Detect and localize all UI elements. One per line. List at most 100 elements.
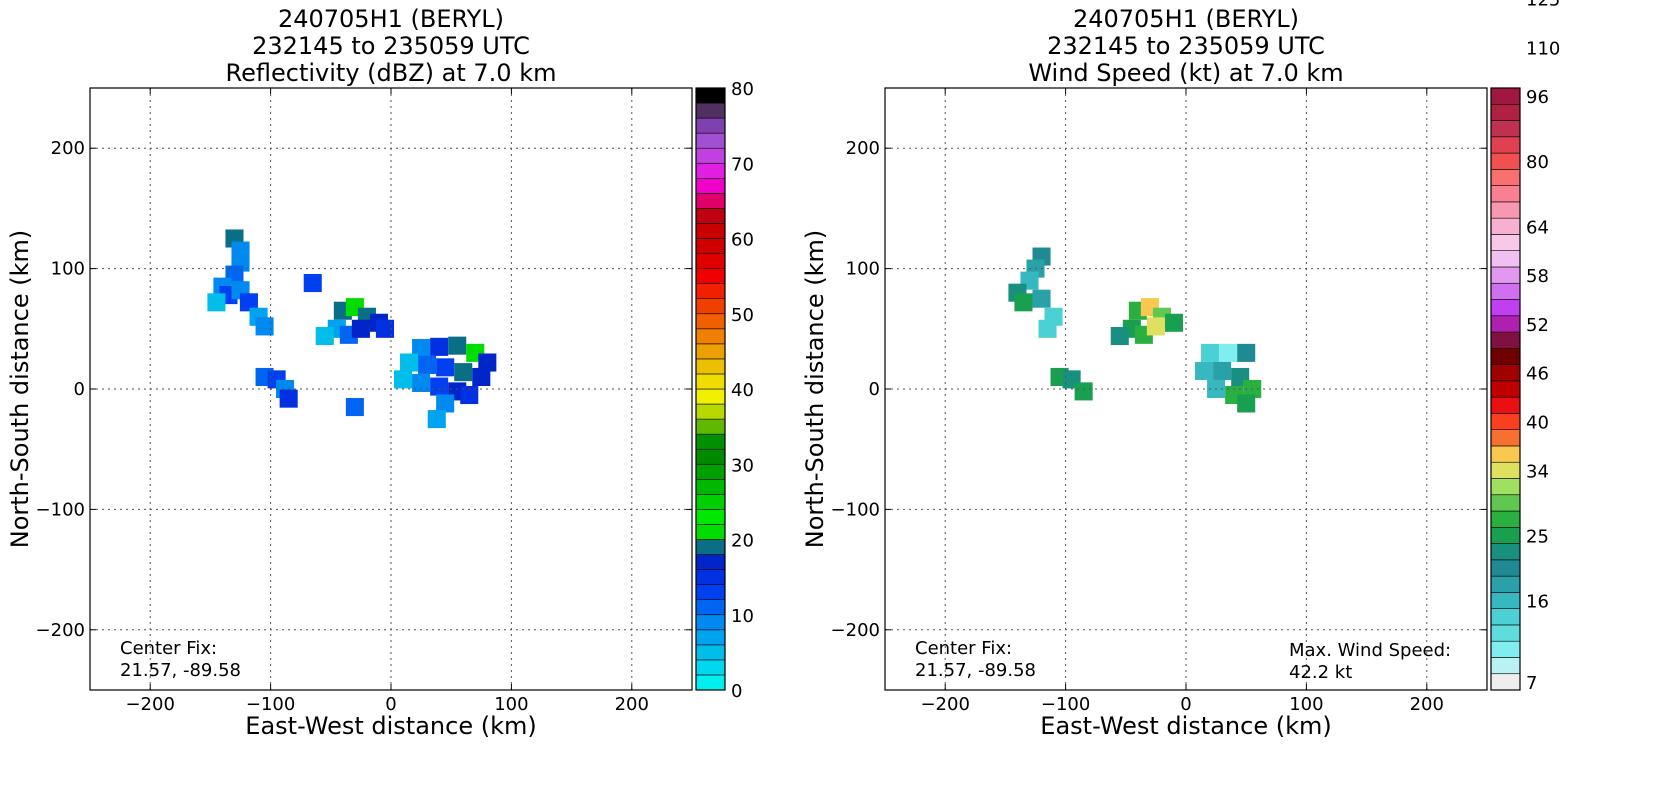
data-cell xyxy=(478,353,497,372)
data-cell xyxy=(375,319,395,338)
colorbar-segment xyxy=(695,433,726,450)
colorbar-segment xyxy=(695,313,726,330)
colorbar-tick-label: 30 xyxy=(731,455,754,476)
y-tick-label: 200 xyxy=(846,138,880,159)
data-cell xyxy=(1014,293,1033,312)
y-tick-label: −100 xyxy=(831,499,880,520)
colorbar-tick-label: 50 xyxy=(731,305,754,326)
colorbar-segment xyxy=(695,283,726,299)
data-cell xyxy=(1237,394,1256,413)
colorbar-segment xyxy=(695,539,726,555)
colorbar-segment xyxy=(695,328,726,345)
colorbar-segment xyxy=(695,193,726,209)
colorbar-tick-label: 25 xyxy=(1526,526,1549,547)
colorbar-segment xyxy=(1490,234,1521,252)
colorbar-tick-label: 80 xyxy=(731,79,754,100)
x-tick-label: −100 xyxy=(246,694,295,715)
data-cell xyxy=(436,358,455,377)
colorbar-segment xyxy=(695,388,726,405)
colorbar-segment xyxy=(695,132,726,149)
colorbar-tick-label: 58 xyxy=(1526,266,1549,287)
colorbar-segment xyxy=(695,599,726,616)
data-cell xyxy=(1219,343,1238,362)
data-cell xyxy=(1201,343,1220,362)
colorbar-segment xyxy=(1490,396,1521,414)
colorbar-segment xyxy=(1490,510,1521,528)
colorbar-segment xyxy=(1490,169,1521,186)
data-cell xyxy=(460,385,479,405)
colorbar-segment xyxy=(1490,348,1521,365)
data-cell xyxy=(207,293,226,312)
colorbar-segment xyxy=(1490,624,1521,642)
colorbar-segment xyxy=(1490,136,1521,154)
data-cell xyxy=(1038,319,1057,338)
data-cell xyxy=(1110,326,1129,346)
colorbar-segment xyxy=(1490,478,1521,496)
colorbar-segment xyxy=(695,223,726,239)
colorbar-segment xyxy=(695,238,726,254)
colorbar-tick-label: 80 xyxy=(1526,152,1549,173)
colorbar-tick-label: 0 xyxy=(731,681,742,702)
colorbar-segment xyxy=(1490,592,1521,609)
colorbar-segment xyxy=(695,418,726,435)
colorbar-tick-label: 10 xyxy=(731,606,754,627)
colorbar-segment xyxy=(1490,526,1521,544)
colorbar-segment xyxy=(695,253,726,269)
data-cell xyxy=(400,353,419,372)
colorbar-segment xyxy=(695,178,726,194)
data-cell xyxy=(412,373,431,393)
data-cell xyxy=(1195,361,1214,380)
y-axis-label: North-South distance (km) xyxy=(6,230,34,549)
reflectivity-panel: 240705H1 (BERYL)232145 to 235059 UTCRefl… xyxy=(6,5,754,740)
annotation-text: Center Fix: xyxy=(120,638,217,659)
data-cell xyxy=(1146,317,1165,336)
x-tick-label: −100 xyxy=(1041,694,1090,715)
annotation-text: Center Fix: xyxy=(915,638,1012,659)
data-cell xyxy=(418,355,437,374)
colorbar-segment xyxy=(1490,445,1521,463)
data-cell xyxy=(1164,313,1183,332)
colorbar-segment xyxy=(1490,217,1521,235)
data-cell xyxy=(430,377,449,396)
data-cell xyxy=(430,337,449,356)
colorbar-frame xyxy=(695,87,726,691)
colorbar-tick-label: 16 xyxy=(1526,592,1549,613)
colorbar-segment xyxy=(695,524,726,540)
data-cell xyxy=(315,326,334,346)
colorbar-tick-label: 96 xyxy=(1526,87,1549,108)
colorbar-segment xyxy=(1490,282,1521,300)
colorbar-segment xyxy=(1490,559,1521,577)
data-cell xyxy=(1074,382,1093,401)
colorbar-segment xyxy=(695,494,726,510)
colorbar-segment xyxy=(1490,103,1521,121)
colorbar-segment xyxy=(1490,315,1521,333)
y-tick-label: 200 xyxy=(51,138,85,159)
colorbar-segment xyxy=(1490,461,1521,479)
colorbar-tick-label: 34 xyxy=(1526,461,1549,482)
x-tick-label: −200 xyxy=(125,694,174,715)
colorbar-segment xyxy=(1490,575,1521,593)
colorbar-tick-label: 52 xyxy=(1526,315,1549,336)
colorbar-segment xyxy=(1490,87,1521,105)
colorbar-frame xyxy=(1490,87,1521,691)
data-cell xyxy=(1237,343,1256,362)
colorbar-segment xyxy=(695,268,726,284)
colorbar-segment xyxy=(695,584,726,601)
colorbar-segment xyxy=(695,554,726,570)
colorbar-segment xyxy=(695,403,726,420)
colorbar-segment xyxy=(1490,299,1521,317)
colorbar-segment xyxy=(695,659,726,676)
annotation-text: 21.57, -89.58 xyxy=(120,660,241,681)
colorbar-segment xyxy=(695,569,726,585)
colorbar-segment xyxy=(695,463,726,480)
colorbar-segment xyxy=(1490,120,1521,138)
colorbar-segment xyxy=(695,373,726,390)
colorbar-segment xyxy=(695,629,726,646)
colorbar-tick-label: 7 xyxy=(1526,673,1537,694)
colorbar-segment xyxy=(1490,429,1521,447)
data-cell xyxy=(279,389,298,408)
colorbar-segment xyxy=(695,87,726,104)
colorbar-segment xyxy=(1490,673,1521,691)
colorbar-segment xyxy=(1490,331,1521,349)
